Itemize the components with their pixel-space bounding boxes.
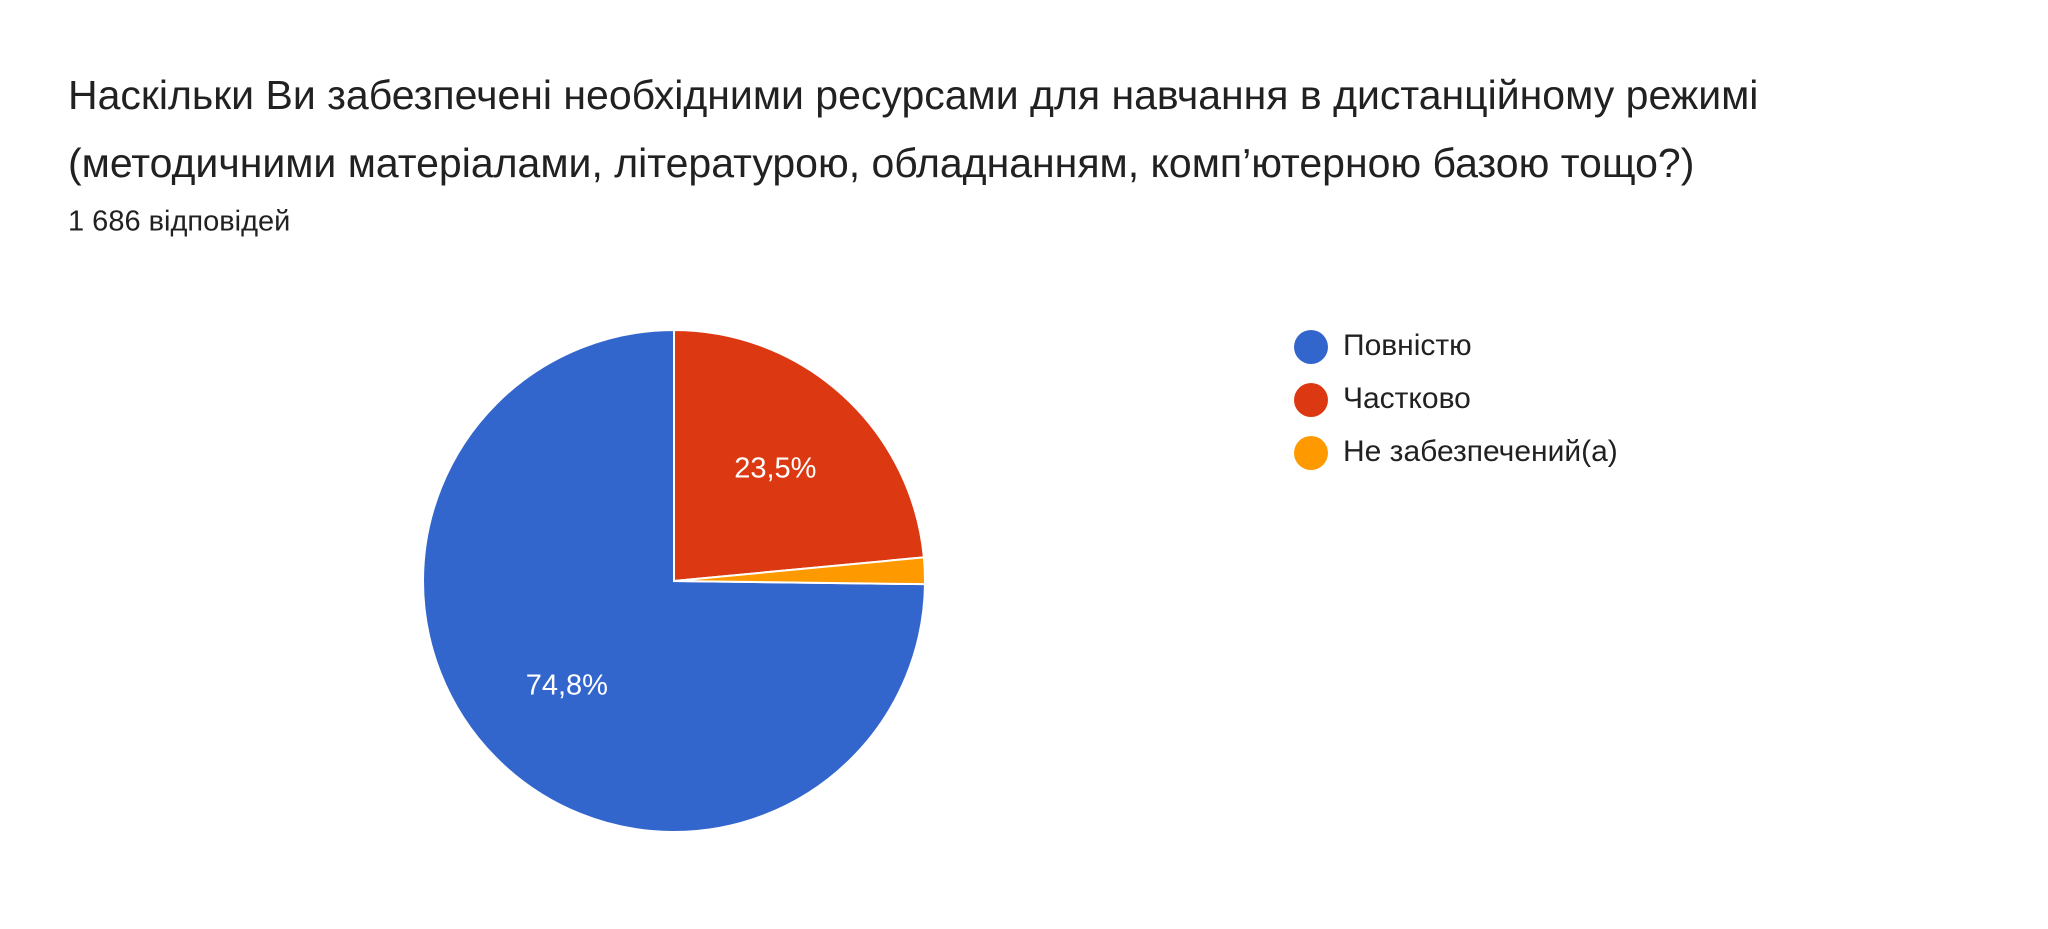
legend-label: Повністю [1343,329,1472,362]
chart-subtitle: 1 686 відповідей [68,206,290,238]
legend-marker [1294,330,1328,364]
chart-title: (методичними матеріалами, літературою, о… [68,140,1694,186]
pie-slice [673,556,926,586]
pie-slice [673,328,925,583]
chart-title: Наскільки Ви забезпечені необхідними рес… [68,72,1758,118]
legend-label: Частково [1343,382,1471,415]
legend-label: Не забезпечений(а) [1343,435,1618,468]
data-label: 23,5% [734,452,816,484]
legend-marker [1294,383,1328,417]
data-label: 74,8% [526,669,608,701]
legend-marker [1294,436,1328,470]
